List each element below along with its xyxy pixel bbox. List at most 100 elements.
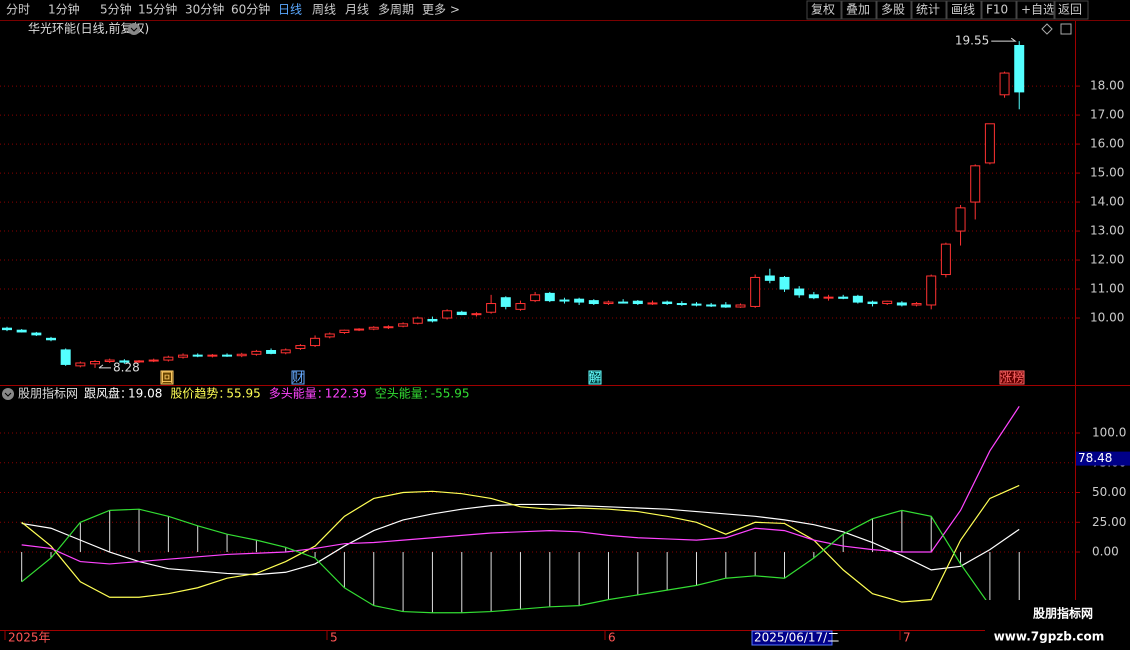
- event-marker[interactable]: 财: [292, 371, 304, 385]
- candle-body: [896, 302, 907, 306]
- y-tick-label: 100.0: [1092, 425, 1126, 439]
- candle-body: [838, 296, 849, 299]
- candle-body: [559, 299, 570, 302]
- indicator-line: [21, 406, 1020, 565]
- candle-body: [574, 298, 585, 303]
- indicator-line: [21, 484, 1020, 603]
- toolbar-item[interactable]: 叠加: [846, 3, 870, 17]
- toolbar-item[interactable]: 统计: [916, 3, 940, 17]
- candle-body: [295, 345, 306, 349]
- toolbar-item[interactable]: +自选: [1021, 3, 1055, 17]
- diamond-icon[interactable]: [1041, 23, 1053, 35]
- candle-body: [764, 275, 775, 281]
- candle-body: [970, 165, 981, 203]
- toolbar-item[interactable]: 分时: [6, 3, 30, 17]
- indicator-line: [21, 508, 1020, 620]
- y-tick-label: 11.00: [1090, 282, 1124, 296]
- candle-body: [691, 303, 702, 306]
- candle-body: [471, 313, 482, 316]
- toolbar-item[interactable]: 多股: [881, 3, 905, 17]
- title-menu-icon[interactable]: [128, 23, 140, 35]
- toolbar-item[interactable]: 复权: [811, 3, 835, 17]
- toolbar-item[interactable]: 5分钟: [100, 2, 132, 17]
- high-label: 19.55: [955, 34, 989, 48]
- toolbar-button[interactable]: [981, 0, 1017, 20]
- candle-body: [163, 356, 174, 361]
- toolbar-item[interactable]: 30分钟: [185, 2, 224, 17]
- toolbar-item[interactable]: 多周期: [378, 3, 414, 17]
- candle-body: [999, 72, 1010, 96]
- legend-name: 股价趋势: [170, 387, 218, 401]
- legend-name: 跟风盘: [84, 386, 120, 401]
- event-marker-box[interactable]: [160, 370, 174, 385]
- candle-body: [280, 349, 291, 354]
- legend-separator: [122, 396, 124, 398]
- y-tick-label: 10.00: [1090, 311, 1124, 325]
- candle-body: [383, 326, 394, 329]
- legend-value: 55.95: [226, 387, 260, 401]
- watermark-bg: [985, 600, 1130, 650]
- candle-body: [46, 337, 57, 341]
- arrow: [991, 37, 1017, 42]
- event-marker[interactable]: 回: [161, 371, 173, 385]
- candle-body: [75, 362, 86, 367]
- toolbar-item[interactable]: 1分钟: [48, 2, 80, 17]
- candle-body: [530, 294, 541, 302]
- y-tick-label: 17.00: [1090, 108, 1124, 122]
- candle-body: [2, 327, 12, 331]
- toolbar-button[interactable]: [1016, 0, 1056, 20]
- toolbar-item[interactable]: 日线: [278, 3, 302, 17]
- candle-body: [31, 332, 42, 336]
- candle-body: [676, 303, 687, 306]
- arrow: [98, 364, 112, 369]
- toolbar-item[interactable]: 月线: [345, 3, 369, 17]
- toolbar-item[interactable]: 画线: [951, 3, 975, 17]
- legend-value: 19.08: [128, 387, 162, 401]
- legend-separator: [424, 390, 427, 392]
- candle-body: [251, 350, 262, 355]
- candle-body: [324, 333, 335, 338]
- indicator-title: 股朋指标网: [18, 386, 78, 401]
- toolbar-item[interactable]: 15分钟: [138, 2, 177, 17]
- legend-separator: [220, 390, 223, 392]
- panel-icon[interactable]: [1060, 23, 1072, 35]
- toolbar-item[interactable]: 返回: [1058, 3, 1082, 17]
- chevron: [130, 27, 138, 32]
- candle-body: [148, 359, 159, 362]
- toolbar-button[interactable]: [1053, 0, 1089, 20]
- candle-body: [236, 353, 247, 357]
- toolbar-item[interactable]: 周线: [312, 3, 336, 17]
- candle-body: [398, 323, 409, 327]
- cursor-value-box: [1076, 451, 1130, 466]
- event-marker-box[interactable]: [999, 370, 1025, 385]
- toolbar-button[interactable]: [911, 0, 947, 20]
- event-marker-box[interactable]: [588, 370, 602, 385]
- y-tick-label: 15.00: [1090, 166, 1124, 180]
- toolbar-item[interactable]: 更多 >: [422, 3, 460, 17]
- candle-body: [1014, 45, 1025, 93]
- candle-body: [104, 359, 115, 363]
- candle-body: [823, 296, 834, 299]
- candle-body: [632, 300, 643, 305]
- cursor-date: 2025/06/17/二: [754, 631, 839, 645]
- candle-body: [119, 360, 130, 363]
- event-marker[interactable]: 解: [589, 371, 601, 385]
- event-marker[interactable]: 涨榜: [1000, 370, 1024, 385]
- toolbar-item[interactable]: F10: [986, 3, 1008, 17]
- candle-body: [720, 304, 731, 308]
- toolbar-button[interactable]: [806, 0, 842, 20]
- watermark-title: 股朋指标网: [1033, 606, 1093, 621]
- indicator-menu-icon[interactable]: [2, 388, 14, 400]
- toolbar-button[interactable]: [946, 0, 982, 20]
- y-tick-label: 12.00: [1090, 253, 1124, 267]
- legend-name: 多头能量: [269, 387, 317, 401]
- toolbar-item[interactable]: 60分钟: [231, 2, 270, 17]
- legend-value: -55.95: [431, 387, 470, 401]
- candle-body: [178, 354, 189, 358]
- toolbar-button[interactable]: [876, 0, 912, 20]
- toolbar-button[interactable]: [841, 0, 877, 20]
- event-marker-box[interactable]: [291, 370, 305, 385]
- candle-body: [940, 243, 951, 276]
- candle-body: [442, 310, 453, 319]
